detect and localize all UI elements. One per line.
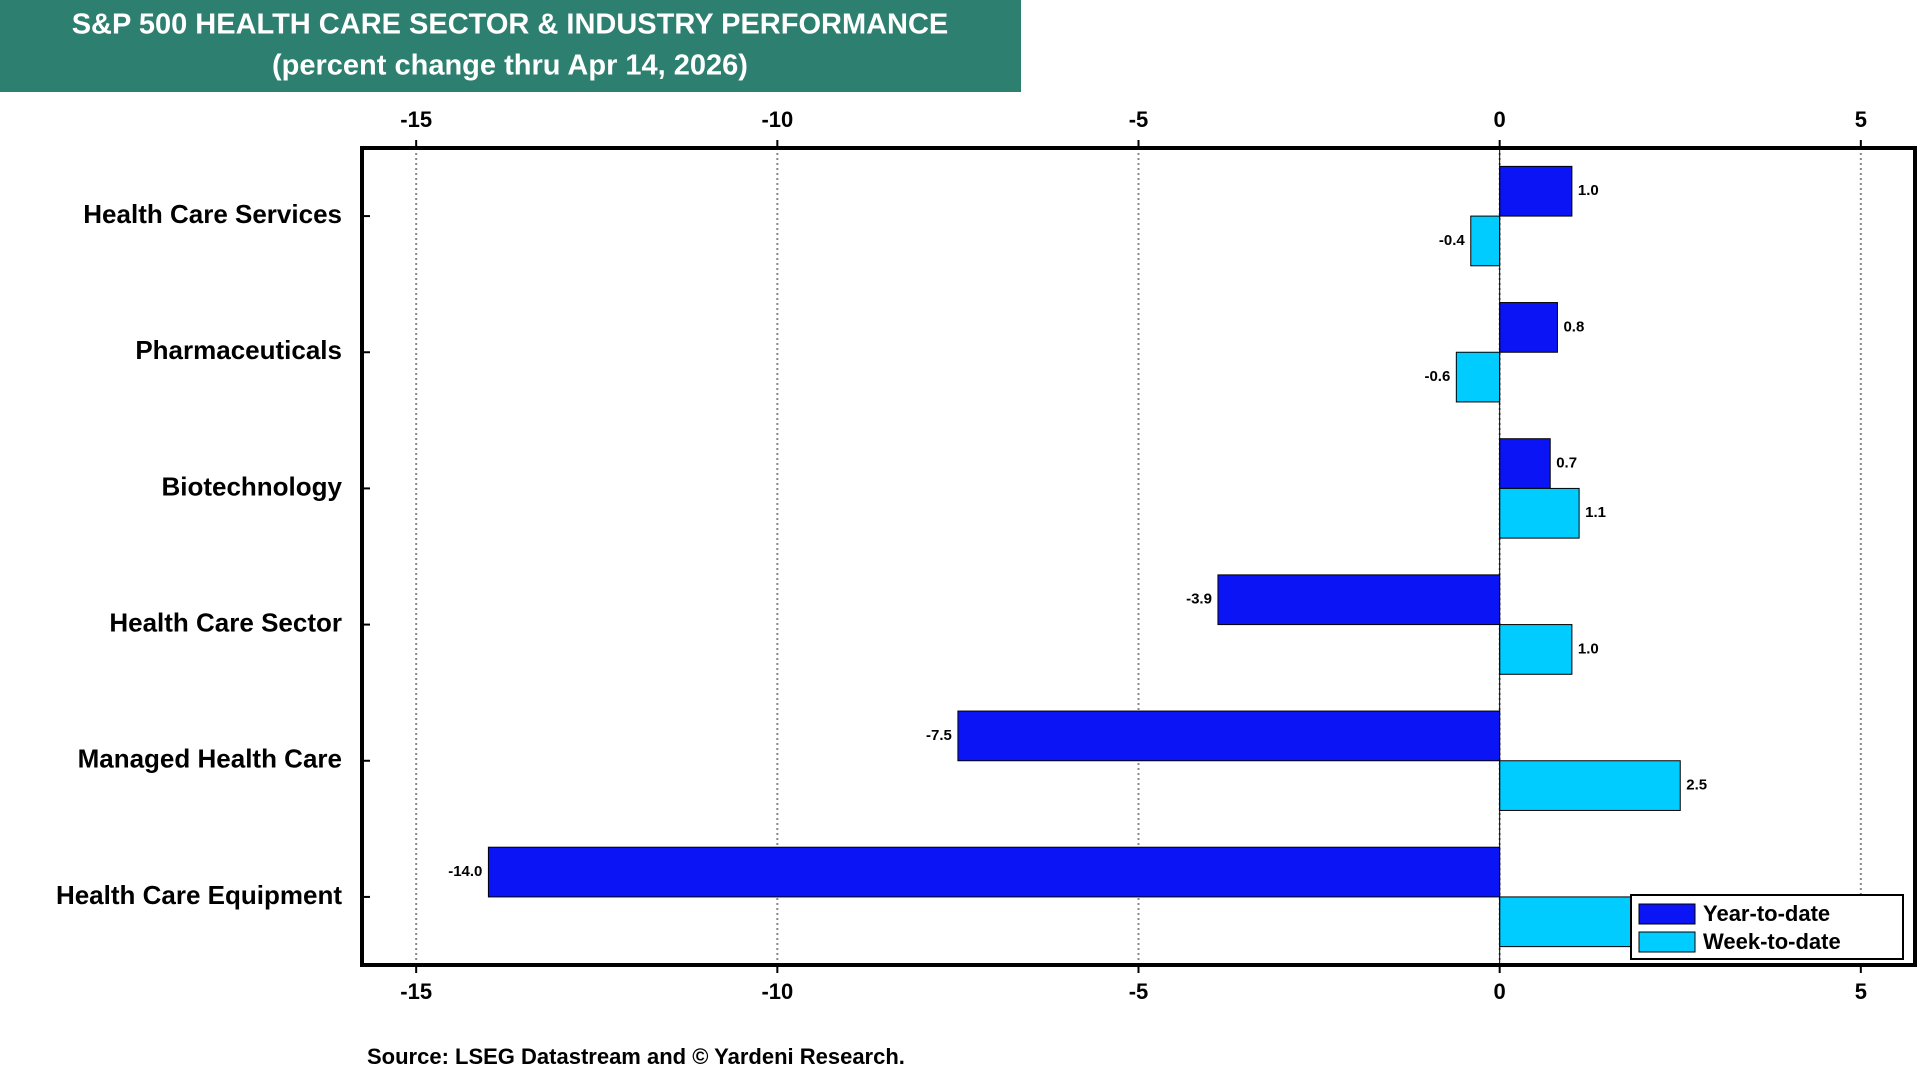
x-tick-label: 5 xyxy=(1855,979,1867,1004)
value-label: 0.8 xyxy=(1563,318,1584,335)
y-tick-label: Health Care Services xyxy=(83,199,342,229)
plot-frame xyxy=(360,146,1917,967)
value-label: -0.6 xyxy=(1424,368,1450,385)
value-label: 1.0 xyxy=(1578,182,1599,199)
bar xyxy=(1499,487,1580,539)
legend-swatch xyxy=(1638,903,1696,925)
title-box xyxy=(0,0,1021,92)
bar xyxy=(1499,165,1573,217)
value-label: 1.1 xyxy=(1585,504,1606,521)
value-label: 1.0 xyxy=(1578,640,1599,657)
legend-swatch xyxy=(1638,931,1696,953)
bar xyxy=(1217,574,1501,626)
x-tick-label: 0 xyxy=(1494,979,1506,1004)
bar xyxy=(1470,215,1501,267)
legend-label: Year-to-date xyxy=(1703,901,1830,926)
x-tick-label: -15 xyxy=(400,107,432,132)
x-tick-label: -5 xyxy=(1129,107,1149,132)
bar xyxy=(1499,624,1573,675)
bar xyxy=(487,846,1501,898)
x-tick-label: 5 xyxy=(1855,107,1867,132)
bar xyxy=(1499,302,1558,353)
chart-subtitle: (percent change thru Apr 14, 2026) xyxy=(272,50,748,82)
value-label: 0.7 xyxy=(1556,455,1577,472)
y-tick-label: Health Care Equipment xyxy=(56,880,342,910)
x-tick-label: -15 xyxy=(400,979,432,1004)
value-label: -3.9 xyxy=(1186,591,1212,608)
y-tick-label: Health Care Sector xyxy=(109,607,342,637)
bar xyxy=(1499,438,1551,489)
y-tick-label: Biotechnology xyxy=(161,471,342,501)
chart-title: S&P 500 HEALTH CARE SECTOR & INDUSTRY PE… xyxy=(72,9,949,41)
bar xyxy=(957,710,1501,762)
x-tick-label: 0 xyxy=(1494,107,1506,132)
legend-label: Week-to-date xyxy=(1703,929,1841,954)
value-label: -14.0 xyxy=(448,863,482,880)
source-note: Source: LSEG Datastream and © Yardeni Re… xyxy=(367,1044,905,1069)
value-label: -7.5 xyxy=(926,727,952,744)
x-tick-label: -5 xyxy=(1129,979,1149,1004)
bar xyxy=(1499,760,1681,811)
value-label: -0.4 xyxy=(1439,232,1466,249)
x-tick-label: -10 xyxy=(761,979,793,1004)
y-tick-label: Managed Health Care xyxy=(78,744,342,774)
value-label: 2.5 xyxy=(1686,777,1707,794)
bar xyxy=(1455,351,1501,403)
y-tick-label: Pharmaceuticals xyxy=(135,335,342,365)
bar xyxy=(1499,896,1645,948)
x-tick-label: -10 xyxy=(761,107,793,132)
